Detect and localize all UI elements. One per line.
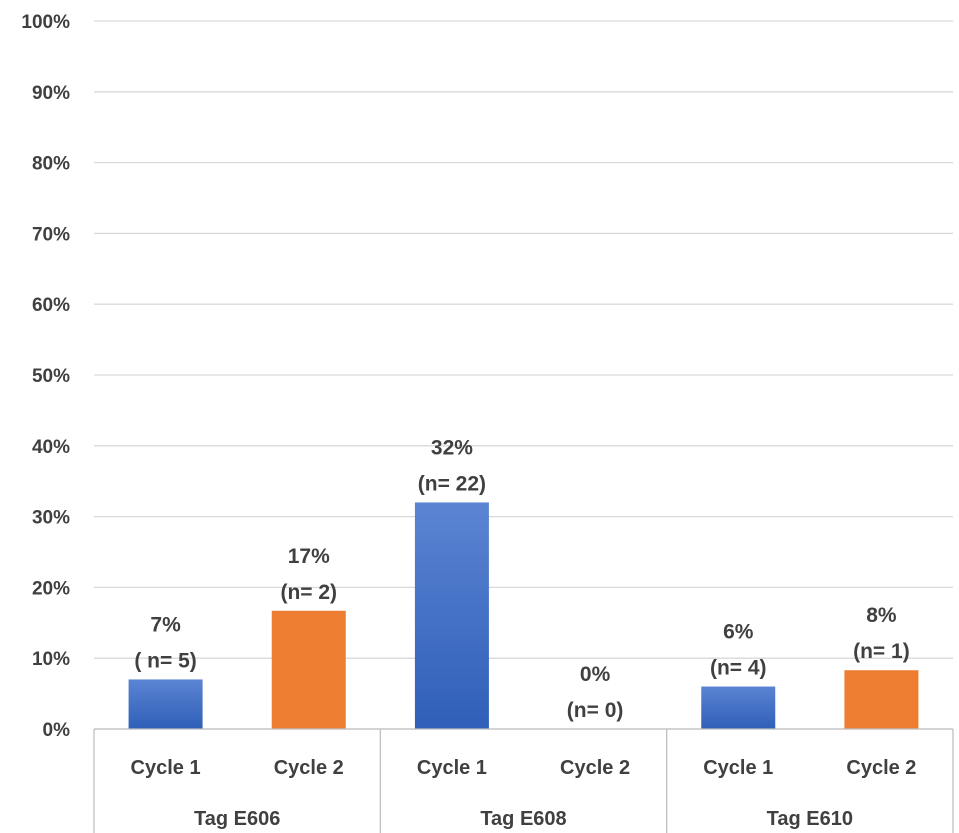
group-label: Tag E608 bbox=[480, 808, 566, 830]
category-label: Cycle 2 bbox=[846, 757, 916, 779]
bar-tag-e606-cycle-2 bbox=[271, 610, 346, 729]
y-tick-label: 70% bbox=[32, 224, 70, 245]
bars bbox=[128, 502, 919, 729]
gridlines bbox=[94, 20, 953, 730]
data-label-percent: 8% bbox=[866, 604, 897, 627]
bar-tag-e610-cycle-1 bbox=[701, 686, 776, 729]
category-label: Cycle 1 bbox=[417, 757, 487, 779]
y-tick-label: 10% bbox=[32, 649, 70, 670]
y-axis-tick-labels: 0% 10% 20% 30% 40% 50% 60% 70% 80% 90% 100% bbox=[21, 12, 70, 741]
data-label-n: (n= 22) bbox=[418, 472, 486, 495]
data-labels: ( n= 5) 7% (n= 2) 17% (n= 22) 32% (n= 0) 0% (n= … bbox=[134, 436, 909, 722]
bar-tag-e610-cycle-2 bbox=[844, 670, 919, 729]
data-label-percent: 32% bbox=[431, 436, 473, 459]
y-tick-label: 30% bbox=[32, 508, 70, 529]
data-label-percent: 17% bbox=[288, 545, 330, 568]
category-axis: Cycle 1 Cycle 2 Tag E606 Cycle 1 Cycle 2 Tag … bbox=[93, 728, 954, 833]
data-label-percent: 0% bbox=[580, 663, 611, 686]
category-label: Cycle 2 bbox=[560, 757, 630, 779]
category-label: Cycle 1 bbox=[703, 757, 773, 779]
data-label-n: (n= 2) bbox=[280, 581, 337, 604]
data-label-percent: 6% bbox=[723, 621, 754, 644]
y-tick-label: 90% bbox=[32, 83, 70, 104]
category-label: Cycle 1 bbox=[131, 757, 201, 779]
y-tick-label: 60% bbox=[32, 295, 70, 316]
category-label: Cycle 2 bbox=[274, 757, 344, 779]
bar-tag-e606-cycle-1 bbox=[128, 679, 203, 729]
data-label-n: (n= 4) bbox=[710, 657, 767, 680]
y-tick-label: 100% bbox=[21, 12, 70, 33]
y-tick-label: 50% bbox=[32, 366, 70, 387]
data-label-n: (n= 0) bbox=[567, 699, 624, 722]
data-label-percent: 7% bbox=[150, 613, 181, 636]
data-label-n: (n= 1) bbox=[853, 640, 910, 663]
data-label-n: ( n= 5) bbox=[134, 649, 196, 672]
group-label: Tag E610 bbox=[767, 808, 853, 830]
y-tick-label: 80% bbox=[32, 154, 70, 175]
y-tick-label: 0% bbox=[43, 720, 71, 741]
y-tick-label: 20% bbox=[32, 578, 70, 599]
bar-tag-e608-cycle-1 bbox=[414, 502, 489, 729]
group-label: Tag E606 bbox=[194, 808, 280, 830]
y-tick-label: 40% bbox=[32, 437, 70, 458]
